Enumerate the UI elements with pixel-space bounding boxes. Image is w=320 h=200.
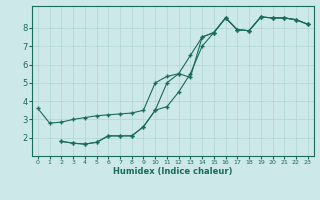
X-axis label: Humidex (Indice chaleur): Humidex (Indice chaleur) [113,167,233,176]
